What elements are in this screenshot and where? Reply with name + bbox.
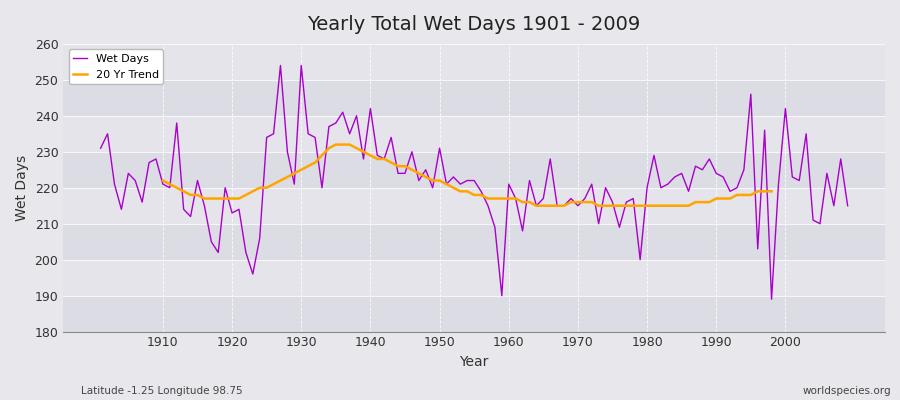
20 Yr Trend (158, 178, 168, 183)
Wet Days (510, 196, 521, 201)
Bar (63, 224, 885, 260)
Wet Days (310, 135, 320, 140)
20 Yr Trend (330, 142, 341, 147)
Wet Days (351, 114, 362, 118)
Legend: Wet Days, 20 Yr Trend: Wet Days, 20 Yr Trend (68, 50, 163, 84)
Bar (63, 116, 885, 152)
Bar (63, 296, 885, 332)
Line: 20 Yr Trend: 20 Yr Trend (163, 144, 771, 206)
Bar (63, 260, 885, 296)
Title: Yearly Total Wet Days 1901 - 2009: Yearly Total Wet Days 1901 - 2009 (308, 15, 641, 34)
20 Yr Trend (766, 189, 777, 194)
20 Yr Trend (234, 196, 245, 201)
Bar (63, 44, 885, 80)
20 Yr Trend (400, 164, 410, 168)
Wet Days (766, 297, 777, 302)
20 Yr Trend (531, 203, 542, 208)
20 Yr Trend (711, 196, 722, 201)
Bar (63, 188, 885, 224)
Wet Days (275, 63, 286, 68)
Wet Days (593, 221, 604, 226)
20 Yr Trend (476, 192, 487, 197)
Wet Days (150, 156, 161, 161)
Text: worldspecies.org: worldspecies.org (803, 386, 891, 396)
Line: Wet Days: Wet Days (101, 66, 848, 299)
Bar (63, 152, 885, 188)
20 Yr Trend (220, 196, 230, 201)
Wet Days (95, 146, 106, 150)
Y-axis label: Wet Days: Wet Days (15, 155, 29, 221)
Wet Days (842, 203, 853, 208)
Bar (63, 80, 885, 116)
20 Yr Trend (282, 174, 292, 179)
X-axis label: Year: Year (460, 355, 489, 369)
Wet Days (503, 182, 514, 186)
Text: Latitude -1.25 Longitude 98.75: Latitude -1.25 Longitude 98.75 (81, 386, 243, 396)
